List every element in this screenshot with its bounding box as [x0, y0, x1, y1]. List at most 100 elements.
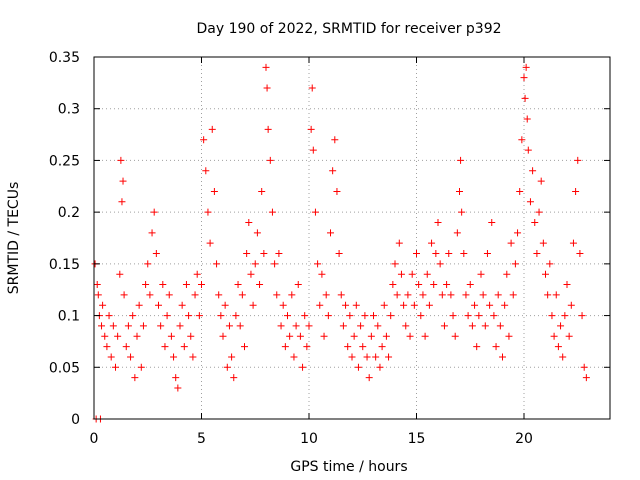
- data-point: [393, 291, 401, 299]
- x-tick-label: 15: [408, 431, 426, 447]
- data-point: [559, 353, 567, 361]
- data-point: [434, 218, 442, 226]
- data-point: [262, 63, 270, 71]
- y-tick-label: 0.3: [58, 102, 80, 118]
- data-point: [105, 312, 113, 320]
- data-point: [516, 187, 524, 195]
- data-point: [430, 281, 438, 289]
- data-point: [544, 291, 552, 299]
- data-point: [572, 187, 580, 195]
- data-point: [301, 312, 309, 320]
- data-point: [172, 374, 180, 382]
- data-point: [523, 115, 531, 123]
- data-point: [425, 301, 433, 309]
- data-point: [451, 332, 459, 340]
- data-point: [475, 312, 483, 320]
- data-point: [387, 312, 395, 320]
- data-point: [490, 312, 498, 320]
- data-point: [157, 322, 165, 330]
- data-point: [263, 84, 271, 92]
- data-point: [344, 343, 352, 351]
- data-point: [576, 250, 584, 258]
- data-point: [238, 291, 246, 299]
- data-point: [139, 322, 147, 330]
- data-point: [376, 363, 384, 371]
- data-point: [299, 363, 307, 371]
- data-point: [335, 250, 343, 258]
- data-point: [155, 301, 162, 309]
- data-point: [533, 250, 541, 258]
- data-point: [258, 187, 266, 195]
- data-point: [208, 125, 216, 133]
- data-point: [457, 156, 465, 164]
- data-point: [574, 156, 582, 164]
- data-point: [460, 250, 468, 258]
- data-point: [142, 281, 150, 289]
- chart-title: Day 190 of 2022, SRMTID for receiver p39…: [196, 21, 501, 37]
- data-point: [346, 312, 354, 320]
- data-point: [561, 312, 569, 320]
- data-point: [174, 384, 182, 392]
- data-point: [552, 291, 560, 299]
- data-point: [129, 312, 137, 320]
- data-point: [415, 281, 423, 289]
- data-point: [342, 301, 350, 309]
- data-point: [117, 156, 125, 164]
- data-point: [137, 363, 145, 371]
- data-point: [499, 353, 506, 361]
- data-point: [241, 343, 248, 351]
- data-point: [337, 291, 345, 299]
- data-point: [365, 374, 373, 382]
- y-tick-label: 0.25: [49, 153, 80, 169]
- data-point: [273, 291, 281, 299]
- data-point: [402, 322, 410, 330]
- data-point: [281, 343, 289, 351]
- data-point: [193, 270, 201, 278]
- data-point: [245, 218, 253, 226]
- data-point: [438, 291, 446, 299]
- data-point: [419, 291, 427, 299]
- data-point: [316, 301, 324, 309]
- data-point: [217, 312, 225, 320]
- data-point: [109, 322, 117, 330]
- data-point: [479, 291, 487, 299]
- data-point: [290, 353, 298, 361]
- data-point: [114, 332, 122, 340]
- data-point: [550, 332, 558, 340]
- data-point: [146, 291, 154, 299]
- data-point: [350, 332, 358, 340]
- data-point: [329, 167, 337, 175]
- data-point: [118, 198, 126, 206]
- data-point: [440, 322, 448, 330]
- data-point: [307, 125, 315, 133]
- data-point: [221, 301, 229, 309]
- data-point: [253, 229, 261, 237]
- data-point: [232, 312, 240, 320]
- data-point: [514, 229, 522, 237]
- data-point: [359, 343, 367, 351]
- data-point: [466, 281, 474, 289]
- data-point: [187, 332, 195, 340]
- data-point: [406, 332, 414, 340]
- data-point: [163, 312, 171, 320]
- data-point: [120, 291, 128, 299]
- data-point: [569, 239, 577, 247]
- data-point: [494, 291, 502, 299]
- data-point: [449, 312, 457, 320]
- data-point: [225, 322, 233, 330]
- data-point: [509, 291, 517, 299]
- data-point: [127, 353, 135, 361]
- data-point: [131, 374, 139, 382]
- data-point: [413, 250, 420, 258]
- data-point: [152, 250, 160, 258]
- data-point: [247, 270, 255, 278]
- data-point: [542, 270, 549, 278]
- data-point: [397, 270, 405, 278]
- data-point: [296, 332, 304, 340]
- y-tick-label: 0.2: [58, 205, 80, 221]
- data-point: [103, 343, 111, 351]
- data-point: [284, 312, 291, 320]
- data-point: [135, 301, 143, 309]
- data-point: [520, 74, 528, 82]
- data-point: [333, 187, 341, 195]
